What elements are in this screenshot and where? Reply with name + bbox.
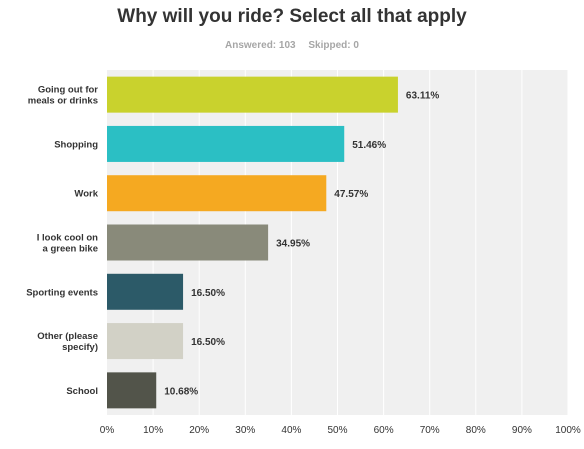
bar <box>107 125 345 162</box>
chart-title: Why will you ride? Select all that apply <box>117 6 467 27</box>
category-label: Going out for meals or drinks <box>28 85 99 107</box>
data-label: 10.68% <box>164 386 198 397</box>
answered-count: Answered: 103 <box>225 40 296 51</box>
bar <box>107 175 327 212</box>
x-tick-label: 10% <box>143 425 163 436</box>
data-label: 16.50% <box>191 288 225 299</box>
category-label: I look cool on a green bike <box>37 233 98 255</box>
category-label: Other (please specify) <box>37 331 98 353</box>
category-label: Sporting events <box>26 287 98 298</box>
data-label: 16.50% <box>191 337 225 348</box>
bar <box>107 224 269 261</box>
bar <box>107 372 157 409</box>
x-tick-label: 0% <box>100 425 115 436</box>
category-label: Shopping <box>54 139 98 150</box>
data-label: 63.11% <box>406 91 439 102</box>
data-label: 47.57% <box>334 189 368 200</box>
bar <box>107 273 184 310</box>
x-tick-label: 20% <box>189 425 209 436</box>
bar <box>107 323 184 360</box>
x-tick-label: 70% <box>420 425 440 436</box>
category-label: Work <box>74 189 98 200</box>
x-tick-label: 100% <box>555 425 581 436</box>
data-label: 34.95% <box>276 239 310 250</box>
skipped-count: Skipped: 0 <box>308 40 359 51</box>
category-label: School <box>66 386 98 397</box>
response-summary: Answered: 103 Skipped: 0 <box>0 40 584 51</box>
x-tick-label: 40% <box>281 425 301 436</box>
bar <box>107 76 398 113</box>
x-tick-label: 90% <box>512 425 532 436</box>
x-tick-label: 30% <box>235 425 255 436</box>
x-tick-label: 60% <box>374 425 394 436</box>
x-tick-label: 50% <box>327 425 347 436</box>
data-label: 51.46% <box>352 140 386 151</box>
x-tick-label: 80% <box>466 425 486 436</box>
